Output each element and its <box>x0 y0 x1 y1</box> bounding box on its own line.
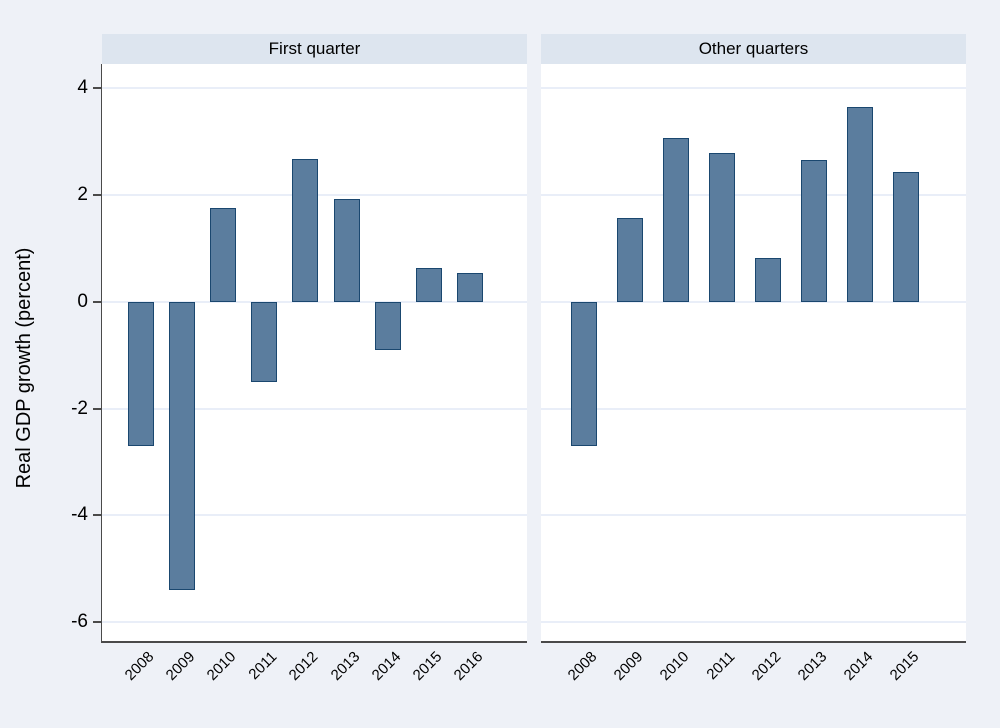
x-tick-label: 2008 <box>564 648 601 684</box>
panel-first-quarter: First quarter 2008 2009 2010 2011 2012 2013 20… <box>102 0 527 728</box>
bar-2016 <box>456 272 483 302</box>
y-tick <box>93 407 101 410</box>
gridline <box>541 300 966 303</box>
bar-2012 <box>292 158 319 302</box>
y-tick-label: -4 <box>71 504 88 526</box>
bar-2010 <box>663 137 689 302</box>
x-axis-line <box>541 641 966 643</box>
y-tick-label: -6 <box>71 611 88 633</box>
bar-2015 <box>415 267 442 302</box>
gridline <box>541 621 966 624</box>
panel-title: Other quarters <box>698 39 809 58</box>
y-tick <box>93 514 101 517</box>
panel-title-band: Other quarters <box>541 34 966 64</box>
gridline <box>541 407 966 410</box>
bar-2010 <box>210 208 237 302</box>
x-tick-label: 2011 <box>703 648 739 684</box>
panel-title-band: First quarter <box>102 34 527 64</box>
gridline <box>102 300 527 303</box>
y-tick <box>93 300 101 303</box>
panel-other-quarters: Other quarters 2008 2009 2010 2011 2012 2013 2… <box>541 0 966 728</box>
bar-2009 <box>169 301 196 591</box>
x-tick-label: 2010 <box>656 648 693 684</box>
gridline <box>102 514 527 517</box>
x-tick-label: 2009 <box>610 648 647 684</box>
bar-2011 <box>709 152 735 302</box>
gridline <box>541 193 966 196</box>
gridline <box>102 621 527 624</box>
plot-area <box>102 64 527 642</box>
y-tick-label: 2 <box>77 183 88 205</box>
bar-2014 <box>374 301 401 350</box>
y-tick-label: 4 <box>77 77 88 99</box>
y-tick <box>93 193 101 196</box>
y-tick-label: 0 <box>77 290 88 312</box>
bar-2012 <box>755 258 781 302</box>
x-tick-label: 2015 <box>886 648 923 684</box>
gridline <box>102 87 527 90</box>
y-axis-title: Real GDP growth (percent) <box>13 247 35 489</box>
x-tick-label: 2012 <box>748 648 785 684</box>
bar-2008 <box>128 301 154 446</box>
bar-2013 <box>801 160 827 302</box>
plot-area <box>541 64 966 642</box>
y-tick <box>93 621 101 624</box>
x-tick-label: 2014 <box>840 648 877 684</box>
gridline <box>541 514 966 517</box>
gridline <box>541 87 966 90</box>
bar-2009 <box>617 217 643 302</box>
bar-2011 <box>251 301 278 382</box>
bar-2013 <box>333 199 360 302</box>
panel-title: First quarter <box>268 39 361 58</box>
x-tick-label: 2013 <box>794 648 831 684</box>
bar-2015 <box>893 171 919 302</box>
gridline <box>102 407 527 410</box>
x-axis-line <box>102 641 527 643</box>
y-tick <box>93 87 101 90</box>
y-tick-label: -2 <box>71 397 88 419</box>
bar-2014 <box>847 107 873 302</box>
bar-2008 <box>571 301 597 446</box>
